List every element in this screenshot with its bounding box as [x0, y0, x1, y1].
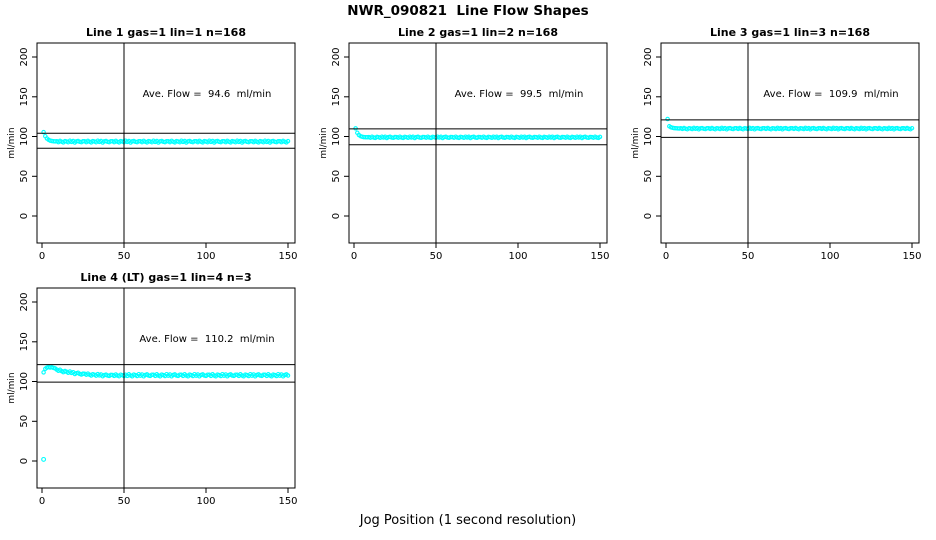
- panel-title: Line 1 gas=1 lin=1 n=168: [85, 26, 246, 39]
- svg-text:100: 100: [19, 372, 30, 391]
- svg-text:150: 150: [19, 87, 30, 106]
- svg-text:200: 200: [19, 47, 30, 66]
- panel-line-4: Line 4 (LT) gas=1 lin=4 n=3 ml/min Ave. …: [0, 267, 312, 512]
- svg-text:0: 0: [39, 251, 45, 262]
- svg-text:0: 0: [643, 213, 654, 219]
- svg-text:50: 50: [19, 415, 30, 428]
- svg-text:150: 150: [19, 332, 30, 351]
- svg-text:150: 150: [590, 251, 609, 262]
- panel-line-1: Line 1 gas=1 lin=1 n=168 ml/min Ave. Flo…: [0, 22, 312, 267]
- plot-canvas: 0 50 100 150 0 50 100 150 200: [643, 42, 922, 262]
- svg-text:100: 100: [196, 251, 215, 262]
- svg-text:0: 0: [351, 251, 357, 262]
- svg-text:50: 50: [118, 251, 131, 262]
- ave-flow-annotation: Ave. Flow = 109.9 ml/min: [763, 89, 899, 100]
- svg-text:50: 50: [331, 170, 342, 183]
- svg-text:150: 150: [278, 251, 297, 262]
- panel-line-2: Line 2 gas=1 lin=2 n=168 ml/min Ave. Flo…: [312, 22, 624, 267]
- svg-text:100: 100: [508, 251, 527, 262]
- svg-text:100: 100: [331, 127, 342, 146]
- ave-flow-annotation: Ave. Flow = 94.6 ml/min: [142, 89, 272, 100]
- svg-text:50: 50: [643, 170, 654, 183]
- svg-text:150: 150: [902, 251, 921, 262]
- svg-text:50: 50: [742, 251, 755, 262]
- panel-title: Line 2 gas=1 lin=2 n=168: [397, 26, 558, 39]
- svg-text:50: 50: [118, 496, 131, 507]
- svg-text:100: 100: [820, 251, 839, 262]
- svg-text:150: 150: [331, 87, 342, 106]
- svg-text:0: 0: [19, 458, 30, 464]
- svg-text:50: 50: [19, 170, 30, 183]
- ave-flow-annotation: Ave. Flow = 99.5 ml/min: [454, 89, 584, 100]
- svg-text:0: 0: [663, 251, 669, 262]
- svg-text:200: 200: [643, 47, 654, 66]
- svg-text:100: 100: [196, 496, 215, 507]
- plot-canvas: 0 50 100 150 0 50 100 150 200: [331, 42, 610, 262]
- plot-canvas: 0 50 100 150 0 50 100 150 200: [19, 42, 298, 262]
- plot-canvas: 0 50 100 150 0 50 100 150 200: [19, 287, 298, 507]
- svg-text:200: 200: [19, 292, 30, 311]
- svg-text:0: 0: [39, 496, 45, 507]
- svg-text:0: 0: [19, 213, 30, 219]
- figure-title: NWR_090821 Line Flow Shapes: [347, 3, 589, 19]
- svg-text:100: 100: [19, 127, 30, 146]
- svg-text:150: 150: [643, 87, 654, 106]
- svg-text:50: 50: [430, 251, 443, 262]
- svg-text:150: 150: [278, 496, 297, 507]
- svg-text:200: 200: [331, 47, 342, 66]
- x-axis-label: Jog Position (1 second resolution): [359, 513, 577, 528]
- svg-text:0: 0: [331, 213, 342, 219]
- panel-title: Line 3 gas=1 lin=3 n=168: [709, 26, 870, 39]
- svg-text:100: 100: [643, 127, 654, 146]
- panel-line-3: Line 3 gas=1 lin=3 n=168 ml/min Ave. Flo…: [624, 22, 936, 267]
- panel-title: Line 4 (LT) gas=1 lin=4 n=3: [80, 271, 252, 284]
- ave-flow-annotation: Ave. Flow = 110.2 ml/min: [139, 334, 275, 345]
